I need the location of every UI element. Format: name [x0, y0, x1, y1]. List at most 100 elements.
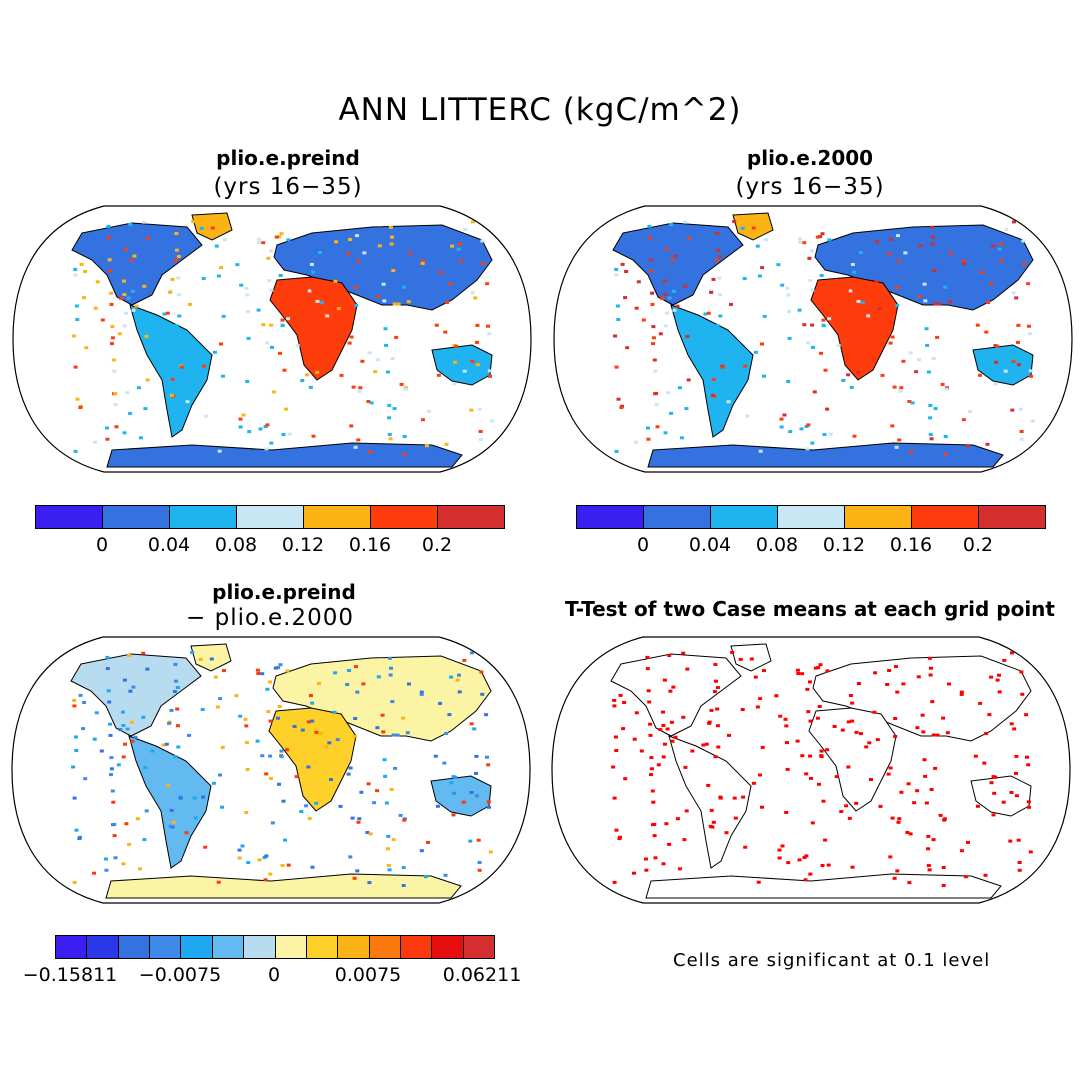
grid-cell [398, 813, 403, 817]
grid-cell [858, 251, 863, 254]
grid-cell [993, 775, 998, 779]
grid-cell [78, 693, 83, 697]
grid-cell [143, 407, 148, 411]
grid-cell [112, 822, 117, 826]
grid-cell [1016, 838, 1021, 842]
grid-cell [821, 324, 826, 328]
grid-cell [110, 342, 114, 346]
grid-cell [480, 692, 485, 696]
grid-cell [392, 407, 397, 411]
grid-cell [706, 783, 711, 787]
grid-cell [846, 373, 851, 377]
grid-cell [673, 254, 678, 258]
grid-cell [128, 689, 133, 693]
grid-cell [894, 445, 899, 449]
grid-cell [926, 834, 931, 838]
grid-cell [810, 249, 814, 253]
grid-cell [908, 832, 913, 836]
grid-cell [842, 297, 847, 301]
grid-cell [644, 868, 649, 872]
grid-cell [274, 235, 279, 239]
grid-cell [841, 379, 846, 382]
grid-cell [1019, 430, 1024, 433]
grid-cell [612, 796, 617, 800]
grid-cell [107, 258, 112, 262]
grid-cell [75, 397, 80, 401]
grid-cell [238, 714, 243, 718]
grid-cell [257, 858, 262, 862]
grid-cell [906, 782, 911, 786]
grid-cell [334, 240, 339, 244]
grid-cell [664, 247, 669, 251]
grid-cell [928, 416, 933, 420]
grid-cell [383, 774, 388, 778]
grid-cell [716, 248, 720, 252]
grid-cell [216, 274, 221, 278]
grid-cell [991, 813, 996, 817]
grid-cell [366, 400, 371, 403]
grid-cell [647, 700, 652, 704]
grid-cell [267, 279, 272, 283]
grid-cell [402, 285, 407, 289]
grid-cell [390, 357, 395, 360]
grid-cell [386, 834, 391, 838]
grid-cell [986, 301, 991, 304]
colorbar-swatch [778, 506, 845, 528]
grid-cell [209, 657, 214, 661]
grid-cell [108, 722, 113, 726]
grid-cell [666, 391, 671, 395]
colorbar-swatch [979, 506, 1045, 528]
grid-cell [262, 856, 267, 859]
grid-cell [656, 763, 661, 767]
grid-cell [176, 255, 181, 258]
grid-cell [109, 291, 114, 295]
grid-cell [817, 285, 822, 289]
grid-cell [931, 357, 936, 360]
grid-cell [802, 856, 807, 859]
grid-cell [264, 854, 269, 858]
cbar-label: −0.15811 [22, 964, 118, 986]
grid-cell [106, 224, 111, 228]
cbar-label: 0.2 [421, 534, 453, 556]
grid-cell [899, 386, 904, 390]
grid-cell [368, 450, 373, 454]
grid-cell [116, 763, 121, 767]
grid-cell [391, 733, 396, 737]
cbar-label: 0.16 [348, 534, 392, 556]
grid-cell [474, 794, 479, 798]
grid-cell [188, 302, 192, 306]
grid-cell [944, 387, 949, 391]
grid-cell [715, 707, 720, 711]
colorbar-swatch [304, 506, 371, 528]
grid-cell [336, 307, 341, 311]
grid-cell [644, 857, 648, 861]
grid-cell [816, 666, 821, 670]
grid-cell [486, 800, 491, 804]
grid-cell [172, 690, 177, 694]
grid-cell [632, 737, 637, 741]
grid-cell [945, 731, 950, 735]
grid-cell [461, 800, 466, 804]
grid-cell [453, 360, 458, 364]
grid-cell [405, 731, 410, 735]
grid-cell [117, 332, 122, 336]
grid-cell [928, 433, 933, 436]
grid-cell [277, 235, 282, 239]
grid-cell [735, 385, 740, 389]
grid-cell [221, 374, 225, 378]
grid-cell [669, 223, 674, 226]
grid-cell [805, 447, 810, 451]
grid-cell [1028, 332, 1033, 336]
grid-cell [614, 365, 619, 369]
grid-cell [133, 735, 138, 739]
grid-cell [319, 301, 324, 305]
grid-cell [989, 282, 994, 286]
grid-cell [169, 708, 174, 712]
grid-cell [874, 279, 879, 283]
grid-cell [146, 236, 151, 240]
grid-cell [796, 672, 801, 675]
grid-cell [880, 373, 885, 377]
grid-cell [82, 701, 87, 704]
grid-cell [124, 822, 129, 826]
grid-cell [892, 385, 897, 389]
